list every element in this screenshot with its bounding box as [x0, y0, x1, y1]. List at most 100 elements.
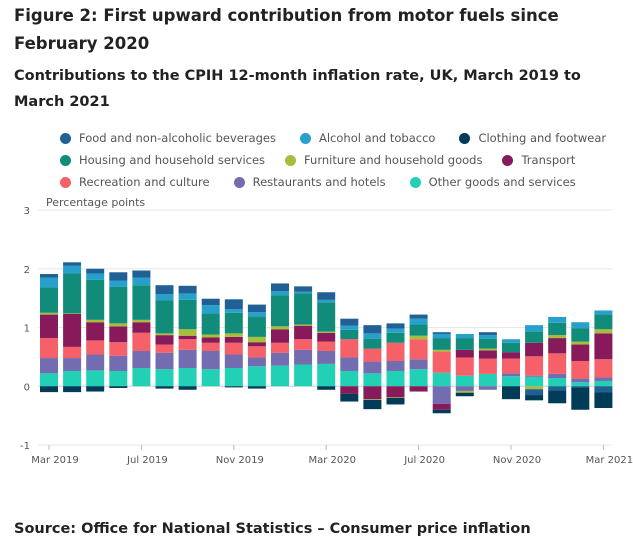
legend-item-restaurants[interactable]: Restaurants and hotels	[233, 175, 386, 189]
bar-segment-other	[409, 369, 428, 387]
bar-segment-other	[109, 370, 128, 387]
legend-row: Recreation and culture Restaurants and ho…	[60, 171, 606, 193]
bar-segment-recreation	[132, 332, 151, 351]
legend-label: Food and non-alcoholic beverages	[79, 131, 276, 145]
bar-segment-recreation	[294, 339, 313, 350]
bar-segment-transport	[294, 325, 313, 340]
bar-segment-housing	[294, 293, 313, 325]
bar-segment-clothing	[317, 386, 336, 390]
bar-segment-recreation	[409, 339, 428, 360]
bar-segment-transport	[224, 336, 243, 343]
legend-item-alcohol[interactable]: Alcohol and tobacco	[299, 131, 436, 145]
bar-segment-furniture	[247, 336, 266, 343]
bar-segment-other	[455, 375, 474, 387]
bar-segment-restaurants	[478, 386, 497, 390]
legend-item-furniture[interactable]: Furniture and household goods	[285, 153, 482, 167]
bar-segment-restaurants	[109, 355, 128, 371]
bar-segment-alcohol	[63, 265, 82, 274]
legend-item-other[interactable]: Other goods and services	[409, 175, 576, 189]
legend-label: Other goods and services	[428, 175, 576, 189]
bar-segment-clothing	[109, 386, 128, 389]
legend-swatch	[60, 154, 71, 166]
legend-item-housing[interactable]: Housing and household services	[60, 153, 265, 167]
bar-segment-transport	[132, 322, 151, 333]
bar-segment-food	[155, 285, 174, 295]
bar-segment-restaurants	[271, 352, 289, 366]
bar-segment-alcohol	[386, 328, 405, 333]
bar-segment-alcohol	[247, 312, 266, 317]
legend-swatch	[459, 132, 471, 144]
legend-swatch	[409, 176, 421, 188]
bar-segment-recreation	[40, 338, 58, 359]
bar-segment-restaurants	[247, 357, 266, 367]
bar-segment-recreation	[178, 339, 197, 350]
bar-segment-housing	[363, 338, 382, 349]
bar-segment-other	[340, 370, 359, 387]
legend-label: Clothing and footwear	[478, 131, 607, 145]
bar-segment-furniture	[363, 399, 382, 400]
bar-segment-transport	[571, 344, 590, 361]
bar-segment-other	[271, 365, 289, 387]
bar-segment-food	[178, 285, 197, 294]
bar-segment-restaurants	[455, 386, 474, 391]
bar-segment-furniture	[409, 335, 428, 340]
bar-segment-restaurants	[294, 349, 313, 365]
bar-segment-housing	[432, 338, 451, 350]
bar-segment-other	[478, 373, 497, 387]
bar-segment-clothing	[525, 395, 544, 401]
bar-segment-restaurants	[363, 361, 382, 374]
bar-segment-housing	[109, 286, 128, 324]
bar-segment-housing	[40, 287, 58, 313]
bar-segment-housing	[155, 300, 174, 334]
bar-segment-transport	[63, 313, 82, 347]
bar-segment-food	[525, 389, 544, 396]
bar-segment-recreation	[525, 356, 544, 376]
bar-segment-alcohol	[478, 335, 497, 339]
bar-segment-alcohol	[294, 291, 313, 294]
bar-segment-alcohol	[40, 277, 58, 288]
legend-row: Food and non-alcoholic beverages Alcohol …	[60, 127, 606, 149]
bar-segment-other	[386, 370, 405, 387]
legend-item-clothing[interactable]: Clothing and footwear	[459, 131, 606, 145]
legend-label: Alcohol and tobacco	[318, 131, 436, 145]
bar-segment-furniture	[455, 390, 474, 393]
bar-segment-recreation	[340, 339, 359, 358]
bar-segment-furniture	[317, 331, 336, 333]
bar-segment-alcohol	[409, 318, 428, 325]
bar-segment-recreation	[247, 346, 266, 358]
bar-segment-furniture	[294, 324, 313, 326]
bar-segment-furniture	[132, 319, 151, 323]
bar-segment-restaurants	[432, 386, 451, 404]
bar-segment-recreation	[224, 342, 243, 355]
legend-item-transport[interactable]: Transport	[502, 153, 575, 167]
bar-segment-food	[86, 268, 105, 274]
bar-segment-clothing	[63, 386, 82, 393]
bar-segment-clothing	[386, 398, 405, 405]
bar-segment-furniture	[271, 326, 289, 330]
bar-segment-housing	[224, 312, 243, 334]
legend-swatch	[60, 176, 71, 188]
bar-segment-recreation	[432, 351, 451, 373]
bar-segment-food	[271, 283, 289, 292]
bar-segment-transport	[247, 342, 266, 347]
bar-segment-housing	[386, 332, 405, 343]
bar-segment-transport	[502, 352, 520, 359]
bar-segment-other	[502, 376, 520, 387]
bar-segment-recreation	[502, 358, 520, 374]
bar-segment-furniture	[571, 341, 590, 345]
bar-segment-food	[40, 274, 58, 278]
bar-segment-food	[224, 299, 243, 310]
legend-item-recreation[interactable]: Recreation and culture	[60, 175, 210, 189]
bar-segment-other	[432, 372, 451, 387]
bar-segment-furniture	[178, 329, 197, 336]
bar-segment-transport	[317, 332, 336, 342]
legend-item-food[interactable]: Food and non-alcoholic beverages	[60, 131, 276, 145]
bar-segment-transport	[386, 386, 405, 398]
bar-segment-transport	[86, 322, 105, 341]
bar-segment-alcohol	[340, 325, 359, 330]
bar-segment-clothing	[224, 386, 243, 388]
bar-segment-clothing	[340, 393, 359, 402]
bar-segment-transport	[409, 386, 428, 392]
bar-segment-alcohol	[201, 305, 220, 314]
bar-segment-food	[340, 318, 359, 326]
